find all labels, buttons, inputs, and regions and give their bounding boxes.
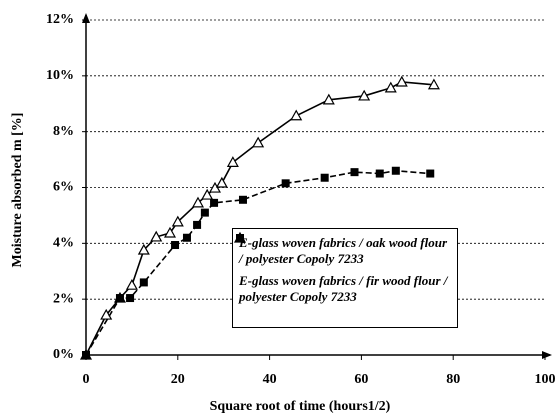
triangle-marker — [191, 196, 205, 208]
square-marker — [281, 179, 290, 188]
square-marker — [200, 208, 209, 217]
y-tick-label: 4% — [53, 236, 74, 251]
triangle-marker — [290, 109, 303, 121]
legend-entry: E-glass woven fabrics / fir wood flour /… — [236, 234, 453, 305]
triangle-marker — [215, 176, 228, 188]
legend-entry: E-glass woven fabrics / oak wood flour /… — [233, 231, 453, 267]
triangle-marker — [150, 230, 163, 242]
x-tick-label: 60 — [354, 372, 368, 387]
square-marker — [182, 233, 191, 242]
x-tick-label: 80 — [446, 372, 460, 387]
triangle-marker — [427, 78, 440, 90]
square-marker — [126, 294, 135, 303]
square-marker — [236, 234, 244, 242]
square-marker — [210, 198, 219, 207]
square-marker — [426, 169, 435, 178]
triangle-marker — [171, 215, 184, 227]
x-axis-label: Square root of time (hours1/2) — [210, 399, 391, 414]
square-marker — [350, 168, 359, 177]
x-axis-arrow — [542, 351, 552, 359]
square-marker — [391, 166, 400, 175]
legend-symbol — [236, 234, 244, 242]
triangle-marker — [395, 75, 408, 87]
legend-label: E-glass woven fabrics / fir wood flour /… — [239, 273, 448, 304]
series-line — [85, 169, 431, 356]
legend: E-glass woven fabrics / oak wood flour /… — [232, 228, 458, 328]
y-tick-label: 12% — [46, 12, 74, 27]
triangle-marker — [163, 226, 177, 238]
square-marker — [82, 351, 90, 359]
triangle-marker — [322, 93, 335, 105]
triangle-marker — [201, 188, 214, 200]
triangle-marker — [125, 278, 138, 290]
x-tick-label: 0 — [83, 372, 90, 387]
legend-label: E-glass woven fabrics / oak wood flour /… — [239, 235, 448, 266]
square-marker — [193, 220, 202, 229]
x-tick-label: 100 — [535, 372, 556, 387]
y-tick-label: 10% — [46, 68, 74, 83]
y-tick-label: 6% — [53, 180, 74, 195]
x-tick-label: 20 — [171, 372, 185, 387]
triangle-marker — [358, 89, 371, 101]
triangle-marker — [384, 81, 397, 93]
square-marker — [139, 278, 148, 287]
square-marker — [320, 173, 329, 182]
triangle-marker — [100, 308, 113, 320]
triangle-marker — [137, 243, 150, 255]
square-marker — [238, 195, 247, 204]
y-axis-label: Moisture absorbed m [%] — [10, 113, 25, 268]
x-tick-label: 40 — [263, 372, 277, 387]
triangle-marker — [252, 136, 265, 148]
y-tick-label: 0% — [53, 347, 74, 362]
y-tick-label: 2% — [53, 291, 74, 306]
square-marker — [375, 169, 384, 178]
y-axis-arrow — [82, 13, 90, 23]
square-marker — [171, 241, 180, 250]
square-marker — [115, 294, 124, 303]
y-tick-label: 8% — [53, 124, 74, 139]
triangle-marker — [226, 156, 239, 167]
